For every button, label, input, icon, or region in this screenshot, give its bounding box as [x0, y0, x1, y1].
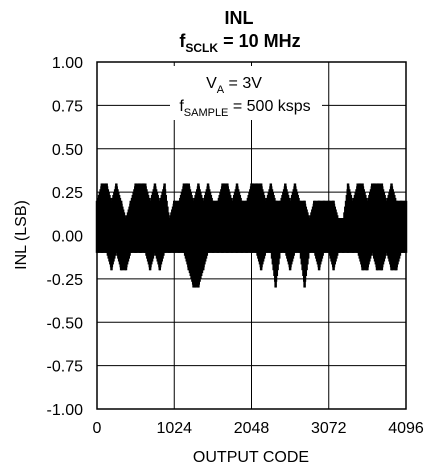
inl-band-core — [217, 218, 224, 245]
inl-band-core — [256, 218, 262, 245]
inl-band-core — [377, 218, 383, 245]
annotation-sample-rate: fSAMPLE = 500 ksps — [179, 98, 310, 119]
inl-band-core — [333, 218, 339, 245]
inl-band-core — [246, 218, 252, 245]
plot-frame — [96, 61, 407, 410]
inl-band-core — [261, 218, 267, 245]
inl-band-core — [159, 218, 166, 245]
x-tick-label: 0 — [93, 420, 102, 437]
inl-series — [95, 183, 408, 288]
inl-band-core — [140, 218, 146, 245]
y-tick-label: 0.50 — [52, 142, 83, 159]
y-tick-label: 0.00 — [52, 229, 83, 246]
inl-band-core — [198, 218, 204, 245]
inl-band-core — [174, 218, 180, 245]
inl-band-core — [314, 218, 320, 245]
inl-band-core — [227, 218, 233, 245]
inl-band-core — [116, 218, 122, 245]
inl-band-core — [328, 218, 335, 245]
inl-band-core — [179, 218, 185, 245]
inl-band-core — [294, 218, 301, 245]
y-axis-label: INL (LSB) — [13, 200, 30, 270]
inl-band-core — [121, 218, 127, 245]
inl-band-core — [348, 218, 354, 245]
y-tick-label: -0.50 — [47, 315, 84, 332]
inl-band-core — [135, 218, 141, 245]
inl-band-core — [169, 218, 175, 245]
inl-band-core — [299, 218, 306, 245]
inl-band-core — [386, 218, 393, 245]
inl-band-core — [319, 218, 325, 245]
inl-band-core — [367, 218, 373, 245]
inl-band-core — [183, 218, 190, 245]
inl-band-core — [391, 218, 397, 245]
inl-band-core — [323, 218, 330, 245]
inl-band-core — [304, 218, 310, 245]
inl-band-core — [208, 218, 214, 245]
inl-band-core — [362, 218, 368, 245]
inl-band-core — [97, 218, 103, 245]
inl-band-core — [290, 218, 296, 245]
inl-band-core — [251, 218, 257, 245]
inl-band-core — [193, 218, 199, 245]
y-tick-label: -1.00 — [47, 402, 84, 419]
inl-band-core — [101, 218, 108, 245]
inl-band-core — [130, 218, 137, 245]
y-tick-label: -0.25 — [47, 272, 84, 289]
inl-band-core — [338, 218, 344, 245]
inl-band-core — [357, 218, 364, 245]
x-tick-label: 4096 — [388, 420, 424, 437]
inl-band-core — [401, 218, 407, 245]
chart-title: INL — [225, 8, 254, 28]
inl-band-core — [222, 218, 228, 245]
inl-band-core — [270, 218, 277, 245]
inl-band-core — [396, 218, 402, 245]
inl-band-core — [145, 218, 151, 245]
inl-band-core — [237, 218, 243, 245]
axis-ticks: 1.00 0.75 0.50 0.25 0.00 -0.25 -0.50 -0.75 -1.00… — [47, 55, 424, 437]
inl-band-core — [381, 218, 388, 245]
inl-band-core — [280, 218, 286, 245]
x-axis-label: OUTPUT CODE — [193, 449, 309, 466]
annotation-background — [170, 66, 322, 120]
inl-band-core — [241, 218, 248, 245]
chart-subtitle: fSCLK = 10 MHz — [179, 31, 300, 55]
x-tick-label: 2048 — [234, 420, 270, 437]
inl-band-core — [164, 218, 170, 245]
inl-band-core — [111, 218, 117, 245]
inl-band-core — [212, 218, 219, 245]
y-tick-label: 1.00 — [52, 55, 83, 72]
y-tick-label: 0.25 — [52, 185, 83, 202]
inl-band-core — [154, 218, 161, 245]
inl-band-core — [125, 218, 132, 245]
inl-band-core — [106, 218, 112, 245]
inl-band-core — [309, 218, 315, 245]
inl-band-core — [150, 218, 156, 245]
inl-band-core — [232, 218, 238, 245]
inl-band-core — [203, 218, 209, 245]
inl-band-core — [285, 218, 291, 245]
y-tick-label: 0.75 — [52, 98, 83, 115]
inl-band-core — [265, 218, 272, 245]
inl-band-core — [188, 218, 195, 245]
x-tick-label: 1024 — [156, 420, 192, 437]
y-tick-label: -0.75 — [47, 359, 84, 376]
inl-band-core — [343, 218, 349, 245]
x-tick-label: 3072 — [311, 420, 347, 437]
inl-band-core — [352, 218, 359, 245]
inl-band-core — [372, 218, 378, 245]
inl-band-core — [275, 218, 281, 245]
annotation-supply: VA = 3V — [206, 75, 262, 96]
